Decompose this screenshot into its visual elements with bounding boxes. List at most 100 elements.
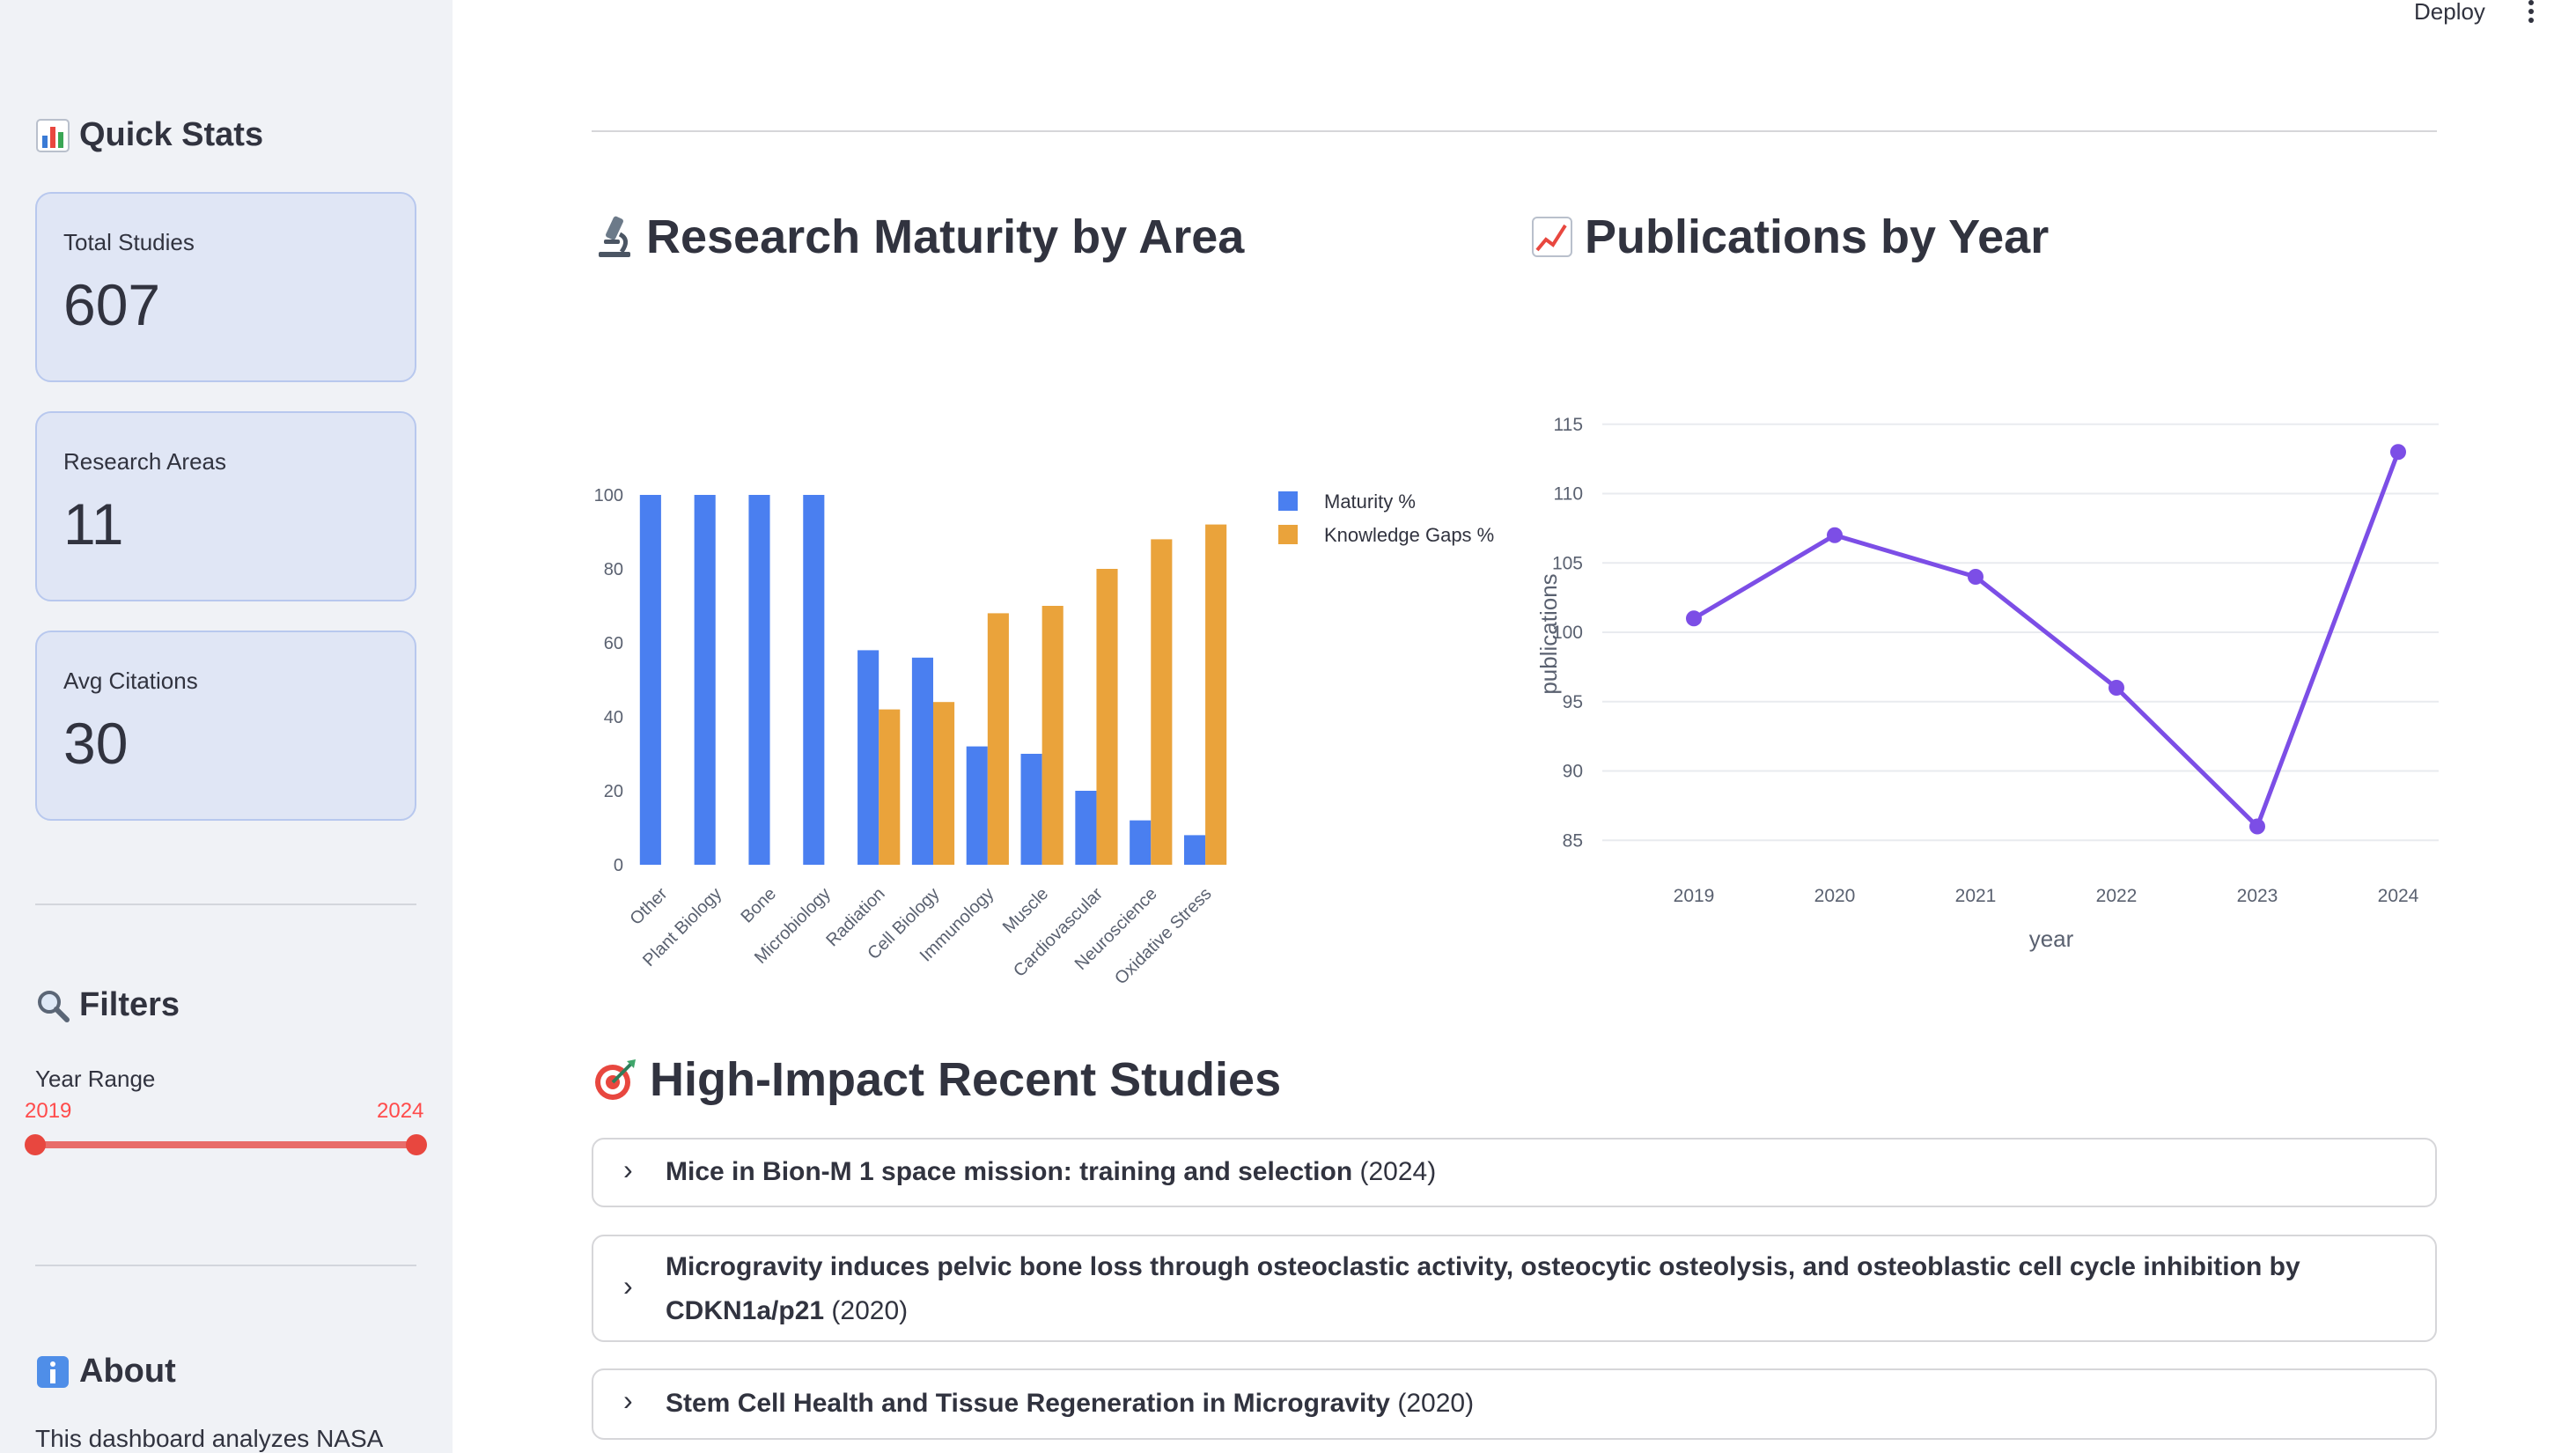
year-range-min-handle[interactable]: [25, 1134, 46, 1155]
bar-maturity: [1075, 791, 1097, 865]
y-tick-label: 60: [604, 634, 623, 653]
metric-card-total-studies: Total Studies 607: [35, 192, 416, 382]
data-point: [2390, 444, 2406, 461]
about-text: This dashboard analyzes NASA: [35, 1425, 384, 1452]
data-point: [2109, 680, 2124, 696]
y-tick-label: 0: [614, 856, 623, 875]
x-tick-label: Muscle: [999, 884, 1052, 937]
data-point: [1968, 569, 1984, 585]
study-title: Mice in Bion-M 1 space mission: training…: [666, 1157, 1353, 1186]
metric-card-avg-citations: Avg Citations 30: [35, 631, 416, 821]
study-year: (2020): [831, 1296, 909, 1325]
sidebar: Quick Stats Total Studies 607 Research A…: [0, 0, 453, 1453]
x-tick-label: 2023: [2237, 886, 2278, 906]
quick-stats-heading: Quick Stats: [35, 116, 263, 154]
about-title: About: [79, 1353, 176, 1390]
legend-label: Knowledge Gaps %: [1324, 524, 1494, 546]
y-tick-label: 105: [1552, 553, 1583, 573]
metric-value: 607: [63, 272, 161, 337]
x-tick-label: 2020: [1814, 886, 1856, 906]
bar-maturity: [1183, 835, 1206, 865]
year-range-slider-track[interactable]: [35, 1141, 416, 1148]
filters-heading: Filters: [35, 986, 180, 1024]
bar-maturity: [803, 495, 825, 865]
y-tick-label: 85: [1563, 830, 1583, 851]
x-tick-label: 2019: [1674, 886, 1715, 906]
study-expander[interactable]: › Microgravity induces pelvic bone loss …: [592, 1235, 2437, 1342]
legend-swatch: [1278, 525, 1298, 544]
chevron-right-icon: ›: [623, 1154, 633, 1185]
studies-heading: High-Impact Recent Studies: [592, 1052, 1281, 1107]
bar-gaps: [879, 709, 901, 865]
microscope-icon: [599, 216, 630, 257]
y-axis-title: publications: [1535, 573, 1562, 694]
metric-value: 11: [63, 491, 124, 557]
metric-label: Avg Citations: [63, 667, 198, 694]
x-tick-label: Bone: [737, 884, 780, 927]
y-tick-label: 40: [604, 708, 623, 727]
maturity-heading: Research Maturity by Area: [592, 210, 1244, 264]
chevron-right-icon: ›: [623, 1384, 633, 1416]
study-title: Microgravity induces pelvic bone loss th…: [666, 1252, 2300, 1325]
filters-title: Filters: [79, 986, 180, 1023]
metric-label: Research Areas: [63, 448, 226, 475]
bar-maturity: [1130, 820, 1152, 865]
magnifier-icon: [38, 990, 70, 1022]
bar-gaps: [987, 613, 1009, 865]
maturity-title: Research Maturity by Area: [646, 210, 1245, 263]
data-point: [1686, 610, 1702, 627]
data-point: [2249, 818, 2265, 835]
legend-label: Maturity %: [1324, 490, 1416, 513]
bar-gaps: [1096, 569, 1118, 865]
study-title: Stem Cell Health and Tissue Regeneration…: [666, 1389, 1390, 1418]
metric-value: 30: [63, 711, 129, 776]
legend-swatch: [1278, 491, 1298, 511]
study-year: (2024): [1359, 1157, 1437, 1186]
sidebar-divider: [35, 904, 416, 905]
chevron-right-icon: ›: [623, 1270, 633, 1302]
bar-gaps: [1205, 524, 1227, 865]
y-tick-label: 80: [604, 560, 623, 579]
bar-maturity: [966, 746, 988, 865]
y-tick-label: 90: [1563, 762, 1583, 782]
publications-title: Publications by Year: [1585, 210, 2050, 263]
year-range-max-handle[interactable]: [406, 1134, 427, 1155]
x-tick-label: 2022: [2096, 886, 2138, 906]
bar-maturity: [911, 657, 933, 865]
sidebar-divider: [35, 1265, 416, 1266]
metric-label: Total Studies: [63, 229, 195, 255]
study-summary: Microgravity induces pelvic bone loss th…: [666, 1245, 2382, 1333]
bar-maturity: [857, 650, 880, 865]
quick-stats-title: Quick Stats: [79, 116, 264, 153]
study-expander[interactable]: › Mice in Bion-M 1 space mission: traini…: [592, 1138, 2437, 1207]
about-heading: About: [35, 1353, 176, 1390]
x-tick-label: Other: [627, 884, 672, 929]
y-tick-label: 115: [1554, 415, 1583, 435]
study-year: (2020): [1397, 1389, 1475, 1418]
series-line: [1692, 451, 2401, 830]
bar-gaps: [1041, 606, 1064, 865]
y-tick-label: 20: [604, 782, 623, 801]
y-tick-label: 100: [1552, 623, 1583, 643]
target-icon: [595, 1059, 636, 1100]
studies-title: High-Impact Recent Studies: [650, 1053, 1282, 1106]
year-range-label: Year Range: [35, 1066, 156, 1092]
bar-maturity: [748, 495, 770, 865]
bar-chart-icon: [36, 118, 70, 152]
x-tick-label: 2021: [1955, 886, 1997, 906]
trend-chart-icon: [1532, 217, 1572, 257]
bar-gaps: [1151, 539, 1173, 865]
deploy-button[interactable]: Deploy: [2414, 0, 2485, 25]
x-tick-label: Oxidative Stress: [1111, 884, 1216, 989]
study-expander[interactable]: › Stem Cell Health and Tissue Regenerati…: [592, 1368, 2437, 1440]
y-tick-label: 100: [594, 486, 623, 505]
data-point: [1827, 527, 1843, 543]
study-summary: Mice in Bion-M 1 space mission: training…: [666, 1150, 2382, 1194]
publications-by-year-chart: 85 90 95 100 105 110 115 2019 2020 2021 2022 2023 20…: [1535, 415, 2439, 952]
main-menu-icon[interactable]: [2527, 0, 2536, 23]
metric-card-research-areas: Research Areas 11: [35, 411, 416, 601]
study-summary: Stem Cell Health and Tissue Regeneration…: [666, 1382, 2382, 1426]
year-range-min-value: 2019: [25, 1099, 72, 1123]
bar-maturity: [1020, 754, 1042, 865]
